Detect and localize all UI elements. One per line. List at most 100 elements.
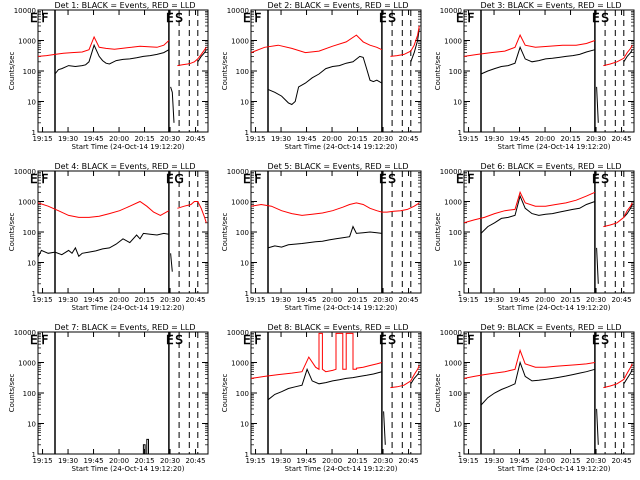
series-events-line bbox=[170, 86, 175, 123]
x-axis-label: Start Time (24-Oct-14 19:12:20) bbox=[285, 143, 398, 151]
region-letter: E bbox=[30, 11, 38, 25]
region-letter: G bbox=[174, 172, 183, 186]
y-tick-label: 10 bbox=[240, 260, 249, 268]
series-events-line bbox=[410, 371, 420, 385]
region-letter: S bbox=[388, 333, 396, 347]
x-tick-label: 20:45 bbox=[398, 296, 418, 304]
series-lld-line bbox=[464, 348, 595, 379]
region-letter: E bbox=[243, 333, 251, 347]
region-letter: E bbox=[166, 333, 174, 347]
x-tick-label: 19:45 bbox=[83, 296, 103, 304]
series-events-line bbox=[38, 232, 169, 258]
y-tick-label: 1 bbox=[32, 451, 36, 459]
series-lld-line bbox=[603, 202, 633, 228]
x-tick-label: 19:30 bbox=[484, 135, 504, 143]
x-axis-label: Start Time (24-Oct-14 19:12:20) bbox=[498, 304, 611, 312]
series-events-line bbox=[383, 411, 386, 445]
x-tick-label: 20:15 bbox=[560, 296, 580, 304]
y-axis-label: Counts/sec bbox=[8, 374, 16, 413]
series-events-line bbox=[596, 86, 599, 123]
region-letter: S bbox=[601, 333, 609, 347]
y-axis-label: Counts/sec bbox=[434, 213, 442, 252]
region-letter: E bbox=[243, 172, 251, 186]
y-tick-label: 1000 bbox=[231, 199, 249, 207]
panel-title: Det 7: BLACK = Events, RED = LLD bbox=[55, 323, 196, 332]
x-tick-label: 20:45 bbox=[398, 457, 418, 465]
y-tick-label: 100 bbox=[449, 68, 462, 76]
series-events-line bbox=[267, 55, 383, 106]
x-tick-label: 19:15 bbox=[458, 135, 478, 143]
region-letter: E bbox=[456, 11, 464, 25]
y-tick-label: 1000 bbox=[18, 360, 36, 368]
series-events-line bbox=[623, 204, 633, 218]
x-tick-label: 20:30 bbox=[160, 457, 180, 465]
region-letter: E bbox=[243, 11, 251, 25]
y-tick-label: 1000 bbox=[231, 38, 249, 46]
x-tick-label: 20:45 bbox=[611, 457, 631, 465]
x-tick-label: 20:45 bbox=[398, 135, 418, 143]
series-events-line bbox=[267, 225, 382, 249]
region-letter: F bbox=[254, 333, 261, 347]
x-tick-label: 20:45 bbox=[611, 296, 631, 304]
series-events-line bbox=[54, 43, 170, 75]
detector-panel: Det 8: BLACK = Events, RED = LLD 1 10 100 10… bbox=[221, 323, 422, 473]
x-tick-label: 19:45 bbox=[83, 135, 103, 143]
y-tick-label: 100 bbox=[23, 390, 36, 398]
series-events-line bbox=[170, 253, 173, 272]
y-tick-label: 1000 bbox=[444, 199, 462, 207]
y-tick-label: 10000 bbox=[440, 7, 462, 15]
x-tick-label: 19:45 bbox=[83, 457, 103, 465]
series-lld-line bbox=[251, 34, 383, 54]
y-tick-label: 10000 bbox=[440, 329, 462, 337]
series-events-line bbox=[480, 194, 596, 234]
y-tick-label: 1 bbox=[458, 451, 462, 459]
x-tick-label: 20:30 bbox=[586, 296, 606, 304]
y-tick-label: 1 bbox=[458, 290, 462, 298]
detector-panel: Det 9: BLACK = Events, RED = LLD 1 10 100 10… bbox=[434, 323, 635, 473]
series-lld-line bbox=[464, 190, 596, 224]
x-tick-label: 19:15 bbox=[245, 296, 265, 304]
y-tick-label: 100 bbox=[23, 68, 36, 76]
y-tick-label: 1000 bbox=[231, 360, 249, 368]
region-letter: E bbox=[592, 172, 600, 186]
y-tick-label: 10000 bbox=[14, 7, 36, 15]
detector-panel: Det 4: BLACK = Events, RED = LLD 1 10 100 10… bbox=[8, 162, 209, 312]
x-tick-label: 20:30 bbox=[373, 135, 393, 143]
x-axis-label: Start Time (24-Oct-14 19:12:20) bbox=[498, 143, 611, 151]
region-letter: S bbox=[388, 11, 396, 25]
region-letter: E bbox=[456, 172, 464, 186]
region-letter: F bbox=[41, 172, 48, 186]
x-tick-label: 19:30 bbox=[271, 135, 291, 143]
region-letter: S bbox=[175, 11, 183, 25]
x-tick-label: 20:00 bbox=[535, 135, 555, 143]
x-tick-label: 20:45 bbox=[185, 296, 205, 304]
series-lld-line bbox=[390, 365, 420, 389]
region-letter: E bbox=[592, 333, 600, 347]
y-tick-label: 100 bbox=[449, 390, 462, 398]
y-tick-label: 100 bbox=[236, 229, 249, 237]
panel-title: Det 4: BLACK = Events, RED = LLD bbox=[55, 162, 196, 171]
x-tick-label: 19:15 bbox=[32, 135, 52, 143]
x-tick-label: 19:30 bbox=[58, 296, 78, 304]
x-tick-label: 19:45 bbox=[509, 457, 529, 465]
y-axis-label: Counts/sec bbox=[8, 213, 16, 252]
x-tick-label: 19:15 bbox=[245, 457, 265, 465]
y-tick-label: 1000 bbox=[18, 38, 36, 46]
panel-title: Det 6: BLACK = Events, RED = LLD bbox=[481, 162, 622, 171]
x-tick-label: 19:30 bbox=[484, 457, 504, 465]
region-letter: F bbox=[254, 11, 261, 25]
y-tick-label: 1000 bbox=[18, 199, 36, 207]
x-tick-label: 20:15 bbox=[134, 135, 154, 143]
x-axis-label: Start Time (24-Oct-14 19:12:20) bbox=[285, 304, 398, 312]
x-tick-label: 20:30 bbox=[586, 135, 606, 143]
x-tick-label: 19:15 bbox=[245, 135, 265, 143]
x-axis-label: Start Time (24-Oct-14 19:12:20) bbox=[498, 465, 611, 473]
y-tick-label: 100 bbox=[236, 68, 249, 76]
x-tick-label: 20:15 bbox=[560, 457, 580, 465]
region-letter: F bbox=[41, 11, 48, 25]
region-letter: F bbox=[467, 11, 474, 25]
detector-panel: Det 7: BLACK = Events, RED = LLD 1 10 100 10… bbox=[8, 323, 209, 473]
series-lld-line bbox=[251, 202, 420, 216]
x-tick-label: 19:30 bbox=[58, 135, 78, 143]
region-letter: S bbox=[388, 172, 396, 186]
